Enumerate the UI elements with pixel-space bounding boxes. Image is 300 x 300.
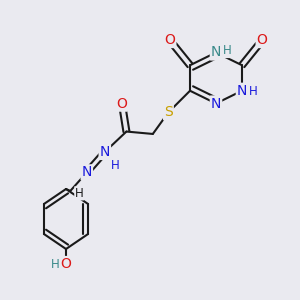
Text: N: N bbox=[100, 145, 110, 159]
Text: H: H bbox=[51, 258, 59, 272]
Text: H: H bbox=[223, 44, 231, 58]
Text: O: O bbox=[61, 257, 71, 271]
Text: N: N bbox=[237, 84, 247, 98]
Text: O: O bbox=[116, 97, 127, 111]
Text: H: H bbox=[111, 158, 120, 172]
Text: S: S bbox=[164, 105, 173, 119]
Text: N: N bbox=[82, 165, 92, 179]
Text: O: O bbox=[256, 33, 268, 47]
Text: H: H bbox=[249, 85, 257, 98]
Text: O: O bbox=[164, 33, 175, 47]
Text: N: N bbox=[211, 97, 221, 110]
Text: N: N bbox=[211, 46, 221, 59]
Text: H: H bbox=[75, 187, 84, 200]
